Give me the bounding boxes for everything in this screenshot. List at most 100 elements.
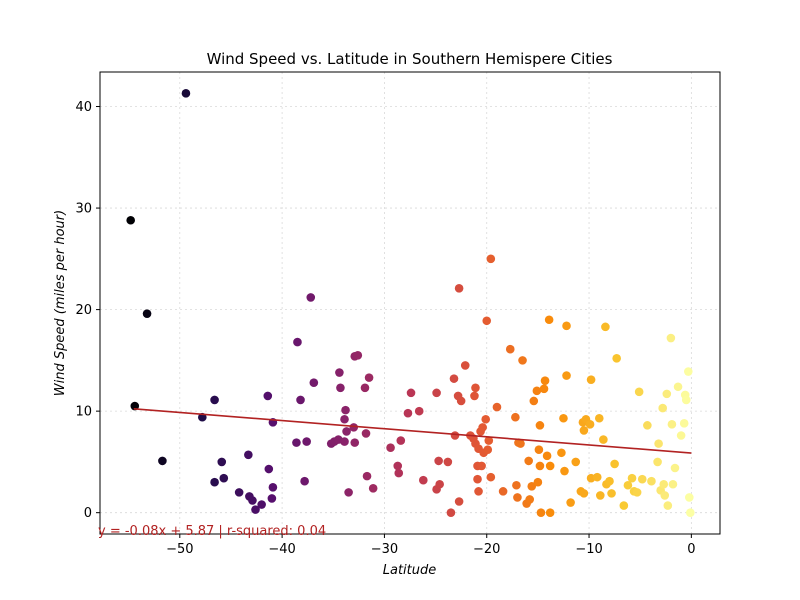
data-point — [511, 412, 520, 422]
data-point — [406, 388, 416, 398]
data-point — [585, 420, 595, 429]
data-point — [512, 480, 521, 490]
data-point — [126, 215, 135, 225]
data-point — [481, 414, 491, 424]
data-point — [492, 402, 502, 412]
data-point — [535, 461, 545, 471]
data-point — [637, 474, 647, 484]
data-point — [529, 396, 539, 406]
y-tick-label: 40 — [75, 100, 92, 115]
data-point — [353, 350, 363, 360]
data-point — [478, 423, 487, 432]
x-tick-label: 0 — [687, 542, 695, 557]
data-point — [668, 479, 678, 489]
data-point — [142, 309, 152, 318]
data-point — [601, 322, 610, 332]
data-point — [350, 438, 360, 447]
data-point — [244, 450, 253, 460]
data-point — [248, 496, 257, 505]
y-axis-label: Wind Speed (miles per hour) — [53, 210, 68, 396]
data-point — [483, 445, 493, 455]
data-point — [471, 383, 480, 393]
data-point — [302, 437, 311, 446]
data-point — [477, 461, 486, 471]
data-point — [181, 89, 191, 98]
data-point — [454, 497, 464, 506]
data-point — [306, 293, 316, 302]
data-point — [449, 374, 459, 383]
data-point — [414, 406, 424, 416]
data-point — [360, 383, 370, 393]
data-point — [482, 316, 492, 326]
regression-line — [133, 408, 692, 454]
data-point — [513, 493, 522, 502]
x-axis-label: Latitude — [383, 563, 437, 578]
data-point — [446, 508, 456, 517]
data-point — [560, 466, 569, 476]
data-point — [470, 391, 479, 401]
data-point — [130, 401, 140, 411]
data-point — [545, 508, 555, 517]
data-point — [571, 457, 581, 467]
data-point — [435, 479, 444, 489]
data-point — [525, 495, 535, 504]
data-point — [505, 344, 515, 354]
data-point — [386, 443, 395, 452]
data-points — [126, 89, 695, 517]
data-point — [683, 367, 693, 376]
data-point — [667, 420, 677, 429]
data-point — [340, 437, 349, 446]
data-point — [341, 405, 350, 415]
chart-title: Wind Speed vs. Latitude in Southern Hemi… — [207, 50, 613, 68]
x-tick-label: −30 — [371, 542, 398, 557]
data-point — [432, 388, 441, 398]
data-point — [518, 356, 527, 365]
data-point — [610, 459, 619, 469]
data-point — [340, 414, 349, 424]
data-point — [681, 395, 691, 405]
data-point — [454, 283, 464, 293]
data-point — [562, 321, 571, 331]
data-point — [264, 464, 274, 474]
x-tick-label: −50 — [166, 542, 193, 557]
data-point — [527, 481, 537, 491]
data-point — [605, 476, 614, 486]
data-point — [536, 508, 546, 517]
data-point — [542, 451, 552, 461]
data-point — [210, 395, 219, 405]
data-point — [579, 426, 589, 435]
data-point — [217, 457, 227, 467]
data-point — [586, 375, 596, 384]
data-point — [653, 457, 662, 467]
data-point — [619, 501, 629, 510]
data-point — [394, 468, 404, 478]
data-point — [419, 475, 428, 485]
data-point — [336, 383, 345, 393]
data-point — [660, 491, 670, 500]
y-tick-label: 0 — [84, 506, 92, 521]
data-point — [663, 501, 673, 510]
data-point — [460, 361, 470, 370]
x-tick-label: −20 — [473, 542, 500, 557]
data-point — [300, 476, 309, 486]
x-axis-ticks: −50 −40 −30 −20 −10 0 — [166, 534, 695, 557]
data-point — [361, 429, 371, 438]
data-point — [654, 439, 663, 448]
data-point — [268, 482, 278, 492]
data-point — [257, 500, 266, 509]
data-point — [335, 368, 344, 377]
data-point — [219, 473, 229, 483]
y-tick-label: 10 — [75, 405, 92, 420]
data-point — [516, 439, 525, 448]
plot-frame — [99, 71, 721, 535]
data-point — [557, 448, 566, 458]
regression-equation: y = -0.08x + 5.87 | r-squared: 0.04 — [98, 524, 326, 539]
data-point — [364, 373, 374, 382]
data-point — [344, 488, 353, 497]
data-point — [670, 463, 680, 473]
data-point — [473, 474, 482, 484]
data-point — [666, 333, 676, 343]
data-point — [486, 254, 496, 264]
data-point — [456, 396, 466, 406]
data-point — [296, 395, 305, 405]
